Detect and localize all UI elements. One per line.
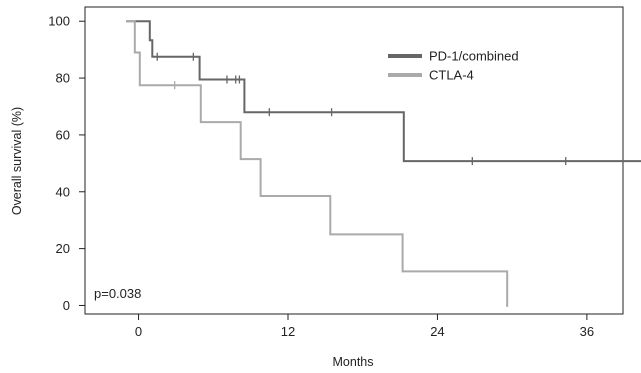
y-tick-label: 60 — [56, 127, 70, 142]
axes-layer: 0 12 24 36 0 20 40 60 80 100 — [48, 6, 624, 339]
x-axis-label: Months — [333, 355, 374, 369]
series-ctla4 — [126, 20, 509, 307]
x-tick-label: 0 — [135, 324, 142, 339]
series-pd1-combined — [126, 20, 641, 166]
p-value-annotation: p=0.038 — [94, 286, 141, 301]
x-tick-label: 24 — [430, 324, 444, 339]
y-axis-label: Overall survival (%) — [10, 107, 24, 215]
legend-label-pd1: PD-1/combined — [429, 49, 519, 64]
y-tick-label: 20 — [56, 241, 70, 256]
series-layer — [126, 20, 641, 307]
legend: PD-1/combined CTLA-4 — [388, 49, 519, 83]
y-tick-label: 0 — [63, 298, 70, 313]
legend-label-ctla4: CTLA-4 — [429, 68, 474, 83]
x-tick-label: 36 — [580, 324, 594, 339]
y-tick-label: 100 — [48, 14, 70, 29]
x-tick-label: 12 — [281, 324, 295, 339]
y-tick-label: 40 — [56, 184, 70, 199]
survival-curve — [126, 20, 509, 307]
survival-curve — [126, 20, 641, 163]
y-tick-label: 80 — [56, 71, 70, 86]
